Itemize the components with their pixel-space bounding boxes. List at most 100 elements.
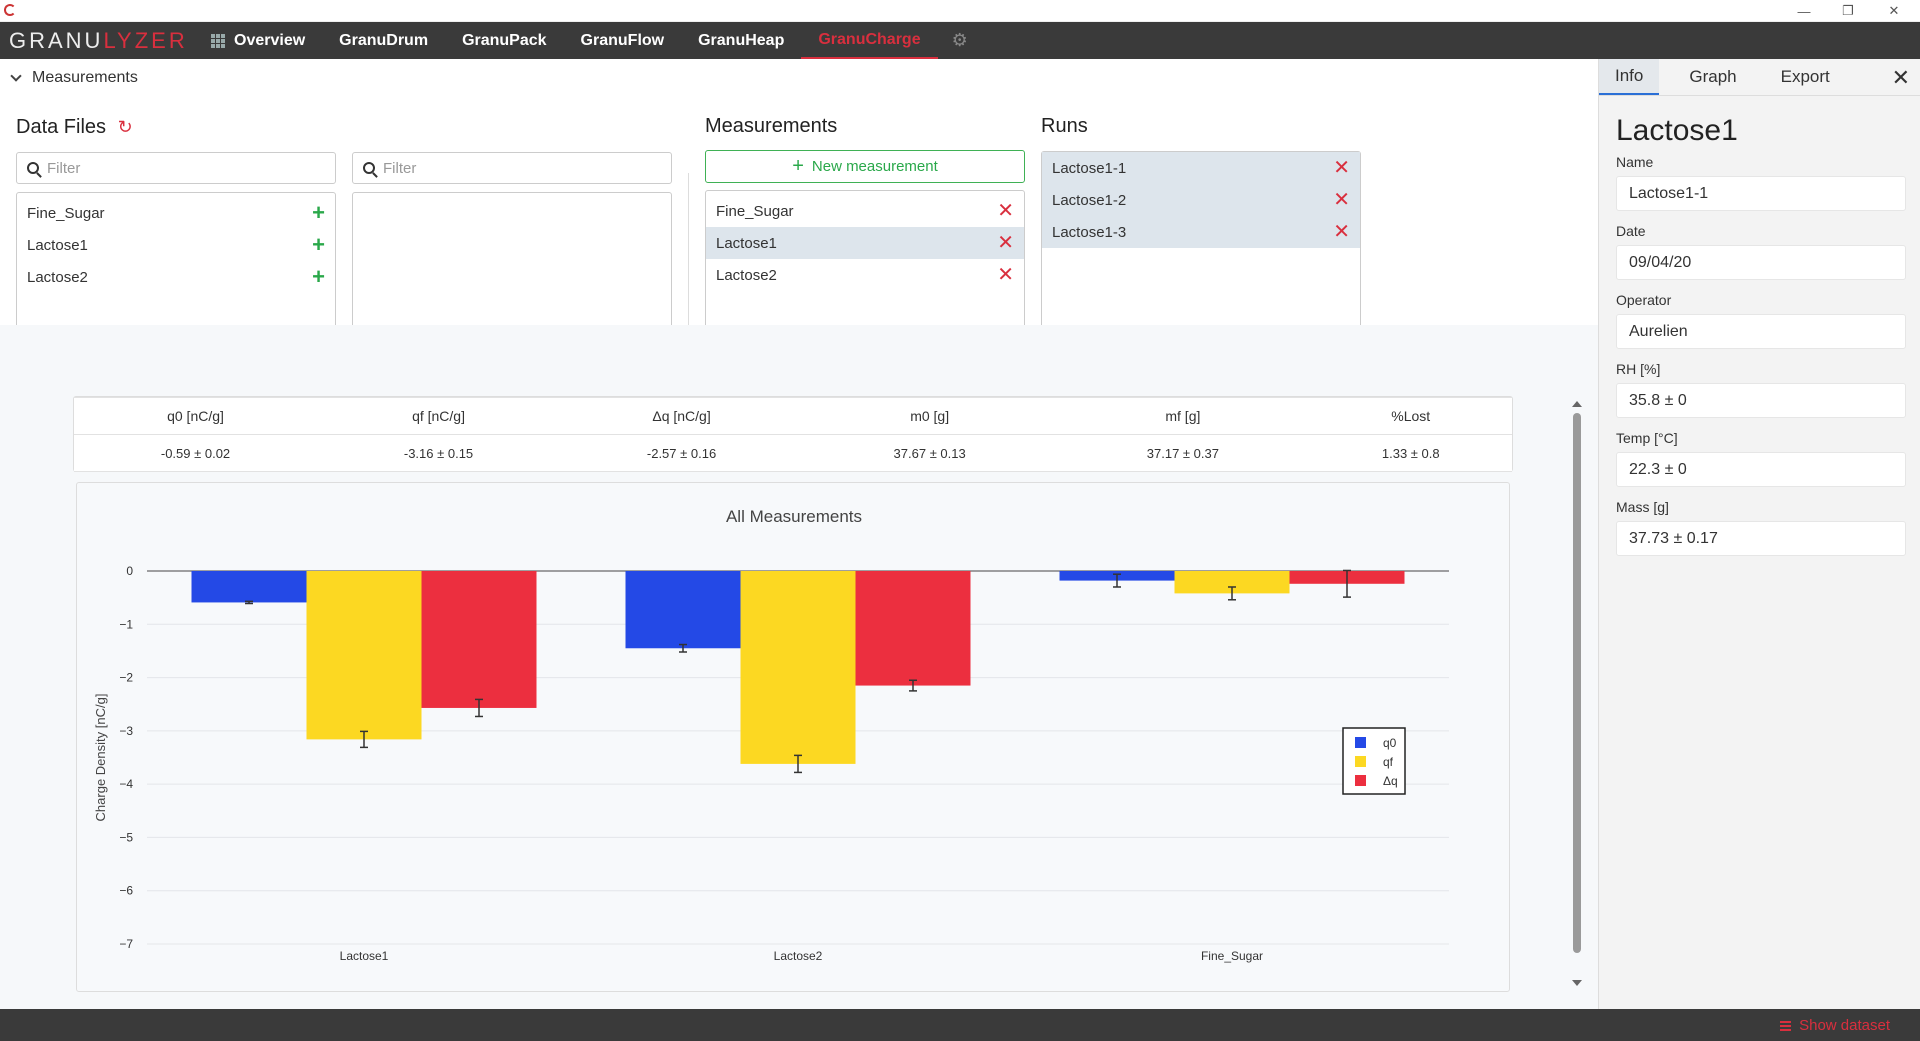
bar (1174, 571, 1290, 594)
stat-value: 37.17 ± 0.37 (1056, 434, 1310, 472)
mass-field[interactable]: 37.73 ± 0.17 (1616, 521, 1906, 556)
stats-table: q0 [nC/g] qf [nC/g] Δq [nC/g] m0 [g] mf … (73, 396, 1513, 472)
list-item[interactable]: Lactose1 + (17, 229, 335, 261)
bar (625, 571, 741, 649)
y-axis-label: Charge Density [nC/g] (93, 694, 108, 822)
x-tick-label: Lactose2 (774, 949, 823, 963)
file-name: Fine_Sugar (27, 204, 105, 222)
y-tick-label: −7 (119, 937, 133, 951)
run-name: Lactose1-3 (1052, 223, 1127, 241)
operator-label: Operator (1616, 292, 1672, 308)
breadcrumb[interactable]: Measurements (10, 69, 138, 87)
legend-label: Δq (1383, 774, 1398, 788)
list-item[interactable]: Lactose1-3 ✕ (1042, 216, 1360, 248)
date-label: Date (1616, 223, 1646, 239)
grid-icon (211, 33, 225, 48)
nav-granucharge[interactable]: GranuCharge (801, 22, 938, 59)
list-icon (1780, 1020, 1792, 1031)
date-field[interactable]: 09/04/20 (1616, 245, 1906, 280)
nav-granudrum[interactable]: GranuDrum (339, 31, 429, 49)
top-nav: GRANULYZER Overview GranuDrum GranuPack … (0, 22, 1920, 59)
bar-chart[interactable]: All Measurements 0 −1 −2 −3 −4 −5 −6 −7 Charge De… (77, 483, 1511, 993)
legend-label: qf (1383, 755, 1394, 769)
status-bar: Show dataset (0, 1009, 1920, 1041)
tab-info[interactable]: Info (1599, 59, 1660, 95)
close-icon[interactable]: ✕ (1891, 65, 1910, 90)
bar (421, 571, 537, 708)
filter-placeholder: Filter (47, 159, 81, 177)
measurement-name: Lactose2 (716, 266, 777, 284)
stat-value: 37.67 ± 0.13 (803, 434, 1057, 472)
y-tick-label: 0 (126, 564, 133, 578)
nav-granuheap[interactable]: GranuHeap (698, 31, 785, 49)
nav-overview[interactable]: Overview (194, 22, 322, 59)
legend-swatch (1355, 756, 1366, 767)
delete-icon[interactable]: ✕ (997, 200, 1014, 222)
name-label: Name (1616, 154, 1654, 170)
list-item[interactable]: Lactose2 + (17, 261, 335, 293)
add-icon[interactable]: + (312, 264, 325, 289)
refresh-icon[interactable]: ↻ (117, 117, 133, 137)
tab-export[interactable]: Export (1780, 67, 1830, 86)
run-name: Lactose1-2 (1052, 191, 1127, 209)
scroll-down-icon[interactable] (1572, 980, 1582, 986)
scroll-up-icon[interactable] (1572, 401, 1582, 407)
chevron-down-icon (10, 69, 22, 82)
data-files-title-text: Data Files (16, 116, 107, 138)
tab-graph[interactable]: Graph (1689, 67, 1737, 86)
sidebar-tabs: Info Graph Export ✕ (1599, 59, 1920, 96)
delete-icon[interactable]: ✕ (1333, 157, 1350, 179)
measurements-title: Measurements (705, 115, 838, 137)
restore-button[interactable]: ❐ (1842, 3, 1854, 18)
list-item[interactable]: Lactose2 ✕ (706, 259, 1024, 291)
temp-field[interactable]: 22.3 ± 0 (1616, 452, 1906, 487)
add-icon[interactable]: + (312, 232, 325, 257)
filter-placeholder: Filter (383, 159, 417, 177)
new-measurement-button[interactable]: + New measurement (705, 150, 1025, 183)
bar (855, 571, 971, 686)
delete-icon[interactable]: ✕ (997, 264, 1014, 286)
gear-icon[interactable]: ⚙ (951, 30, 968, 50)
nav-granuflow[interactable]: GranuFlow (580, 31, 665, 49)
chart-title: All Measurements (726, 507, 862, 526)
app-icon (4, 4, 16, 16)
minimize-button[interactable]: — (1797, 3, 1811, 19)
delete-icon[interactable]: ✕ (1333, 189, 1350, 211)
stat-value: 1.33 ± 0.8 (1309, 434, 1512, 472)
data-files-title: Data Files ↻ (16, 116, 133, 139)
scroll-thumb[interactable] (1573, 413, 1581, 953)
y-tick-label: −2 (119, 671, 133, 685)
operator-field[interactable]: Aurelien (1616, 314, 1906, 349)
y-tick-label: −5 (119, 830, 133, 844)
divider (688, 173, 689, 443)
close-window-button[interactable]: ✕ (1888, 3, 1900, 18)
vertical-scrollbar[interactable] (1572, 395, 1582, 995)
nav-label: Overview (234, 31, 306, 49)
list-item[interactable]: Fine_Sugar + (17, 197, 335, 229)
legend (1342, 727, 1406, 795)
delete-icon[interactable]: ✕ (997, 232, 1014, 254)
list-item[interactable]: Lactose1 ✕ (706, 227, 1024, 259)
x-tick-label: Fine_Sugar (1201, 949, 1263, 963)
data-files-filter[interactable]: Filter (16, 152, 336, 184)
search-icon (27, 162, 39, 174)
new-measurement-label: New measurement (811, 158, 938, 175)
nav-granupack[interactable]: GranuPack (462, 31, 547, 49)
table-row: -0.59 ± 0.02 -3.16 ± 0.15 -2.57 ± 0.16 3… (74, 434, 1512, 472)
list-item[interactable]: Lactose1-1 ✕ (1042, 152, 1360, 184)
list-item[interactable]: Lactose1-2 ✕ (1042, 184, 1360, 216)
add-icon[interactable]: + (312, 200, 325, 225)
info-sidebar: Info Graph Export ✕ Lactose1 Name Lactos… (1598, 59, 1920, 1009)
rh-field[interactable]: 35.8 ± 0 (1616, 383, 1906, 418)
list-item[interactable]: Fine_Sugar ✕ (706, 195, 1024, 227)
mass-label: Mass [g] (1616, 499, 1669, 515)
file-name: Lactose1 (27, 236, 88, 254)
y-tick-label: −3 (119, 724, 133, 738)
data-files-filter-2[interactable]: Filter (352, 152, 672, 184)
delete-icon[interactable]: ✕ (1333, 221, 1350, 243)
show-dataset-button[interactable]: Show dataset (1780, 1017, 1890, 1034)
file-name: Lactose2 (27, 268, 88, 286)
breadcrumb-label: Measurements (32, 69, 138, 86)
name-field[interactable]: Lactose1-1 (1616, 176, 1906, 211)
y-tick-label: −4 (119, 777, 133, 791)
